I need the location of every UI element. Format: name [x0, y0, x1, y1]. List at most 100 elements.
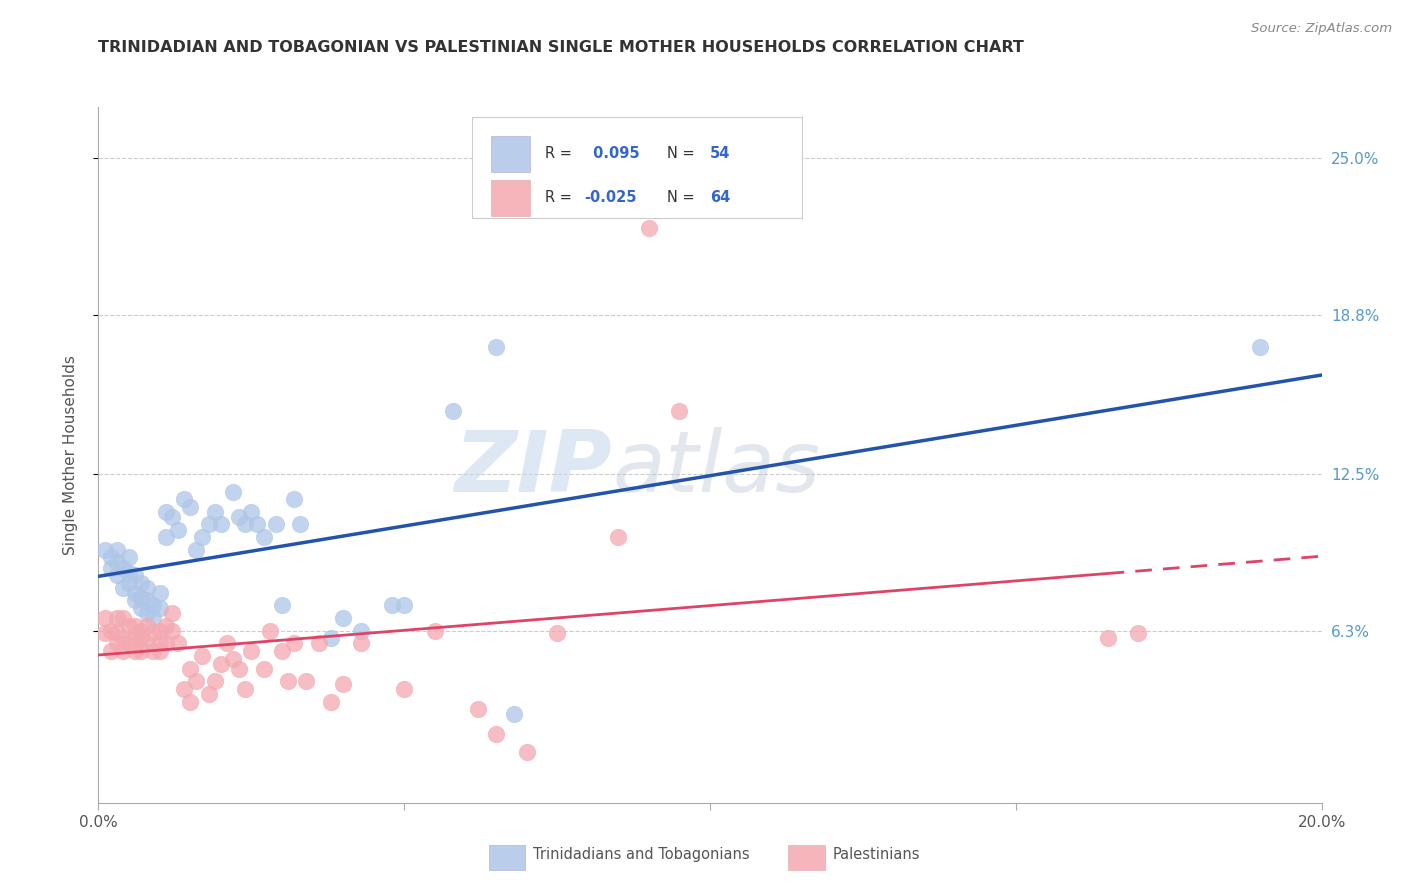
- Point: [118, 618, 141, 632]
- Point: [105, 542, 128, 557]
- Point: [332, 677, 354, 691]
- Point: [270, 599, 292, 613]
- Point: [186, 674, 208, 689]
- Point: [124, 568, 146, 582]
- Point: [118, 566, 141, 580]
- Point: [111, 611, 134, 625]
- Point: [197, 687, 219, 701]
- Point: [197, 517, 219, 532]
- Point: [100, 644, 122, 658]
- Point: [252, 530, 274, 544]
- Point: [124, 586, 146, 600]
- Point: [179, 500, 201, 514]
- Point: [129, 624, 152, 638]
- Point: [546, 626, 568, 640]
- Point: [100, 560, 122, 574]
- Point: [485, 340, 508, 354]
- Point: [111, 560, 134, 574]
- Text: R =: R =: [546, 191, 576, 205]
- Point: [155, 618, 177, 632]
- Point: [93, 626, 115, 640]
- Point: [668, 403, 690, 417]
- FancyBboxPatch shape: [489, 846, 526, 870]
- Point: [319, 632, 342, 646]
- Point: [240, 505, 263, 519]
- Point: [319, 695, 342, 709]
- Text: TRINIDADIAN AND TOBAGONIAN VS PALESTINIAN SINGLE MOTHER HOUSEHOLDS CORRELATION C: TRINIDADIAN AND TOBAGONIAN VS PALESTINIA…: [98, 40, 1025, 55]
- Point: [1249, 340, 1271, 354]
- Point: [124, 593, 146, 607]
- Point: [136, 593, 159, 607]
- Text: Source: ZipAtlas.com: Source: ZipAtlas.com: [1251, 22, 1392, 36]
- Point: [149, 601, 172, 615]
- Point: [111, 632, 134, 646]
- Point: [142, 644, 165, 658]
- Point: [516, 745, 538, 759]
- Point: [142, 599, 165, 613]
- Text: Palestinians: Palestinians: [832, 847, 920, 863]
- Point: [259, 624, 281, 638]
- Point: [129, 644, 152, 658]
- Point: [167, 636, 190, 650]
- Point: [160, 606, 183, 620]
- Point: [155, 636, 177, 650]
- Point: [204, 505, 226, 519]
- Point: [290, 517, 312, 532]
- Point: [105, 626, 128, 640]
- FancyBboxPatch shape: [491, 136, 530, 172]
- Point: [222, 651, 245, 665]
- Point: [441, 403, 464, 417]
- Text: Trinidadians and Tobagonians: Trinidadians and Tobagonians: [533, 847, 749, 863]
- Point: [283, 636, 305, 650]
- Point: [124, 618, 146, 632]
- Point: [222, 484, 245, 499]
- Point: [179, 662, 201, 676]
- Point: [270, 644, 292, 658]
- Point: [228, 509, 250, 524]
- Point: [637, 221, 661, 235]
- Text: 64: 64: [710, 191, 730, 205]
- Point: [155, 505, 177, 519]
- Point: [1097, 632, 1119, 646]
- Point: [105, 556, 128, 570]
- Point: [93, 611, 115, 625]
- Point: [93, 542, 115, 557]
- Point: [129, 591, 152, 605]
- Y-axis label: Single Mother Households: Single Mother Households: [63, 355, 77, 555]
- Point: [149, 624, 172, 638]
- Point: [607, 530, 630, 544]
- Point: [129, 575, 152, 590]
- Point: [167, 523, 190, 537]
- Point: [283, 492, 305, 507]
- Point: [191, 648, 214, 663]
- Point: [209, 517, 232, 532]
- Point: [160, 624, 183, 638]
- Point: [105, 568, 128, 582]
- Point: [129, 632, 152, 646]
- Point: [149, 586, 172, 600]
- Point: [233, 517, 256, 532]
- Point: [191, 530, 214, 544]
- Point: [142, 611, 165, 625]
- Point: [105, 636, 128, 650]
- Point: [179, 695, 201, 709]
- Point: [136, 581, 159, 595]
- Point: [142, 626, 165, 640]
- Text: ZIP: ZIP: [454, 427, 612, 510]
- Text: R =: R =: [546, 146, 576, 161]
- Text: N =: N =: [668, 191, 699, 205]
- FancyBboxPatch shape: [471, 118, 801, 219]
- Point: [215, 636, 238, 650]
- Text: -0.025: -0.025: [583, 191, 637, 205]
- Point: [350, 636, 373, 650]
- Point: [204, 674, 226, 689]
- Text: 54: 54: [710, 146, 730, 161]
- Point: [246, 517, 269, 532]
- Point: [209, 657, 232, 671]
- Point: [118, 636, 141, 650]
- Point: [149, 644, 172, 658]
- Point: [277, 674, 299, 689]
- Point: [1128, 626, 1150, 640]
- Point: [350, 624, 373, 638]
- Point: [136, 606, 159, 620]
